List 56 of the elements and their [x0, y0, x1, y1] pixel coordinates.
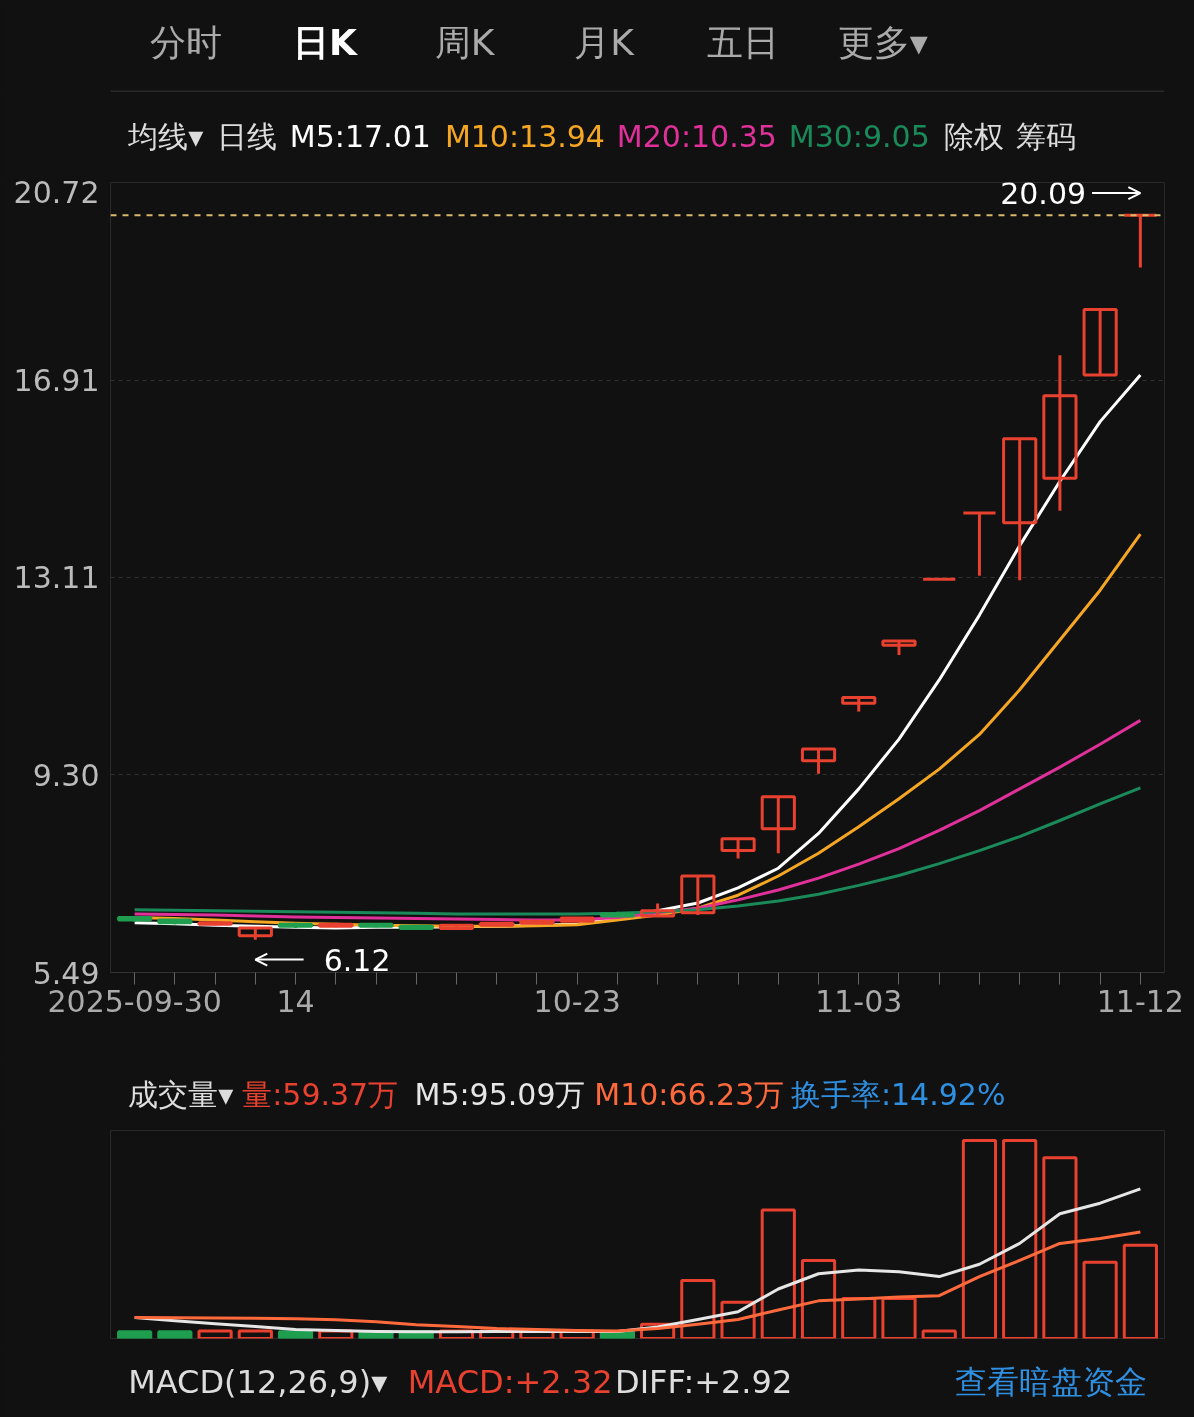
bar: [1082, 1260, 1118, 1339]
bar: [800, 1258, 837, 1339]
candlestick: [680, 874, 716, 915]
text: M30:9.05: [788, 119, 930, 154]
text: 分时: [149, 22, 222, 63]
candlestick: [800, 747, 837, 774]
bar: [277, 1330, 314, 1339]
candlestick: [1042, 355, 1078, 511]
y-tick-label: 16.91: [13, 363, 100, 399]
annotation: 20.09: [1000, 176, 1087, 212]
bar: [1002, 1138, 1038, 1339]
line-series: [133, 786, 1142, 916]
text: M5:95.09万: [414, 1077, 586, 1112]
bar: [237, 1329, 273, 1339]
text: 成交量▾: [128, 1077, 234, 1112]
candlestick: [961, 511, 998, 576]
candlestick: [1002, 437, 1038, 581]
x-tick-label: 11-03: [815, 983, 903, 1019]
text: M10:66.23万: [594, 1077, 785, 1112]
candlestick: [1082, 308, 1118, 377]
text: 量:59.37万: [242, 1077, 399, 1112]
annotation: 6.12: [323, 942, 391, 978]
text: 筹码: [1016, 119, 1077, 154]
text: 五日: [707, 22, 780, 63]
bar: [1042, 1156, 1078, 1339]
bar: [680, 1278, 716, 1339]
bar: [760, 1208, 796, 1339]
x-tick-label: 10-23: [533, 983, 621, 1019]
bar: [961, 1138, 998, 1339]
x-tick-label: 11-12: [1096, 983, 1184, 1019]
y-tick-label: 9.30: [32, 757, 100, 793]
text: 均线▾: [127, 119, 204, 154]
text: M20:10.35: [616, 119, 777, 154]
y-tick-label: 13.11: [13, 560, 100, 596]
candlestick: [720, 837, 756, 859]
text: MACD(12,26,9)▾: [128, 1362, 388, 1401]
text: 更多▾: [837, 22, 928, 63]
bar: [117, 1330, 153, 1339]
text: 日K: [293, 22, 359, 63]
x-tick-label: 14: [276, 983, 315, 1019]
bar: [921, 1329, 957, 1339]
bar: [157, 1330, 193, 1339]
text: 除权: [943, 119, 1004, 154]
bar: [1122, 1243, 1158, 1339]
text: 查看暗盘资金: [954, 1362, 1147, 1401]
text: 日线: [217, 119, 278, 154]
y-tick-label: 20.72: [13, 174, 100, 210]
candlestick: [760, 795, 796, 855]
bar: [197, 1329, 233, 1339]
text: M10:13.94: [444, 119, 605, 154]
text: 换手率:14.92%: [790, 1077, 1006, 1112]
text: 月K: [574, 22, 636, 63]
text: 周K: [434, 22, 496, 63]
text: DIFF:+2.92: [615, 1362, 793, 1401]
text: MACD:+2.32: [407, 1362, 613, 1401]
text: M5:17.01: [289, 119, 431, 154]
